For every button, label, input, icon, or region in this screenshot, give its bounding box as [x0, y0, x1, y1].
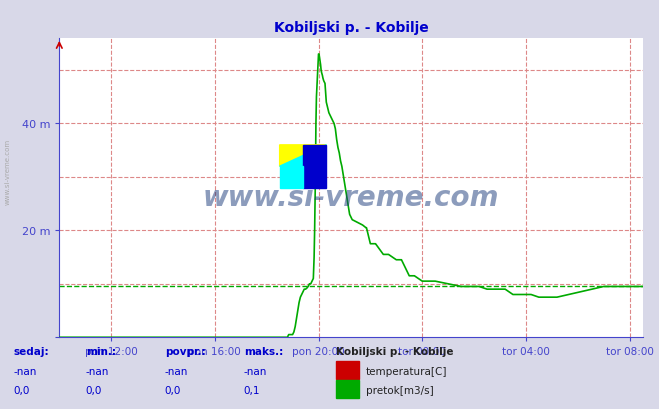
Text: povpr.:: povpr.:: [165, 346, 206, 356]
Text: -nan: -nan: [165, 366, 188, 376]
Text: 0,0: 0,0: [13, 385, 30, 396]
Text: 0,0: 0,0: [86, 385, 102, 396]
Text: www.si-vreme.com: www.si-vreme.com: [5, 139, 11, 205]
Text: min.:: min.:: [86, 346, 116, 356]
Text: maks.:: maks.:: [244, 346, 283, 356]
Polygon shape: [303, 146, 326, 188]
Text: www.si-vreme.com: www.si-vreme.com: [203, 183, 499, 211]
Polygon shape: [279, 146, 326, 167]
Text: -nan: -nan: [244, 366, 267, 376]
Text: 0,0: 0,0: [165, 385, 181, 396]
Text: temperatura[C]: temperatura[C]: [366, 366, 447, 376]
Text: sedaj:: sedaj:: [13, 346, 49, 356]
Text: pretok[m3/s]: pretok[m3/s]: [366, 385, 434, 396]
Text: Kobiljski p. - Kobilje: Kobiljski p. - Kobilje: [336, 346, 453, 356]
Text: -nan: -nan: [13, 366, 36, 376]
Polygon shape: [279, 146, 326, 167]
Text: -nan: -nan: [86, 366, 109, 376]
Text: 0,1: 0,1: [244, 385, 260, 396]
Polygon shape: [279, 167, 303, 188]
Title: Kobiljski p. - Kobilje: Kobiljski p. - Kobilje: [273, 21, 428, 35]
